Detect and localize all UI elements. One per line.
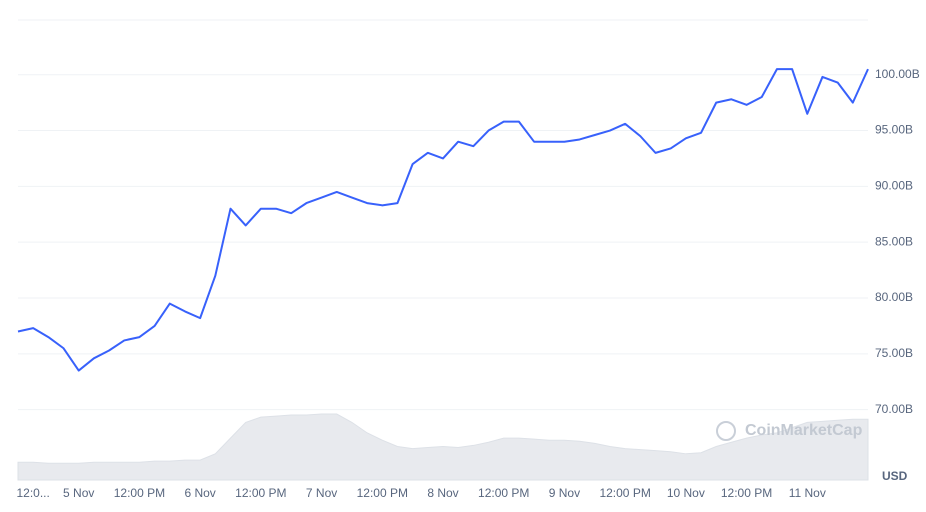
- price-line: [17, 68, 869, 372]
- x-tick-label: 12:0...: [16, 486, 49, 500]
- x-tick-label: 11 Nov: [789, 486, 826, 500]
- y-tick-label: 75.00B: [875, 346, 913, 360]
- y-tick-label: 90.00B: [875, 179, 913, 193]
- x-tick-label: 12:00 PM: [721, 486, 772, 500]
- y-tick-label: 70.00B: [875, 402, 913, 416]
- x-tick-label: 12:00 PM: [599, 486, 650, 500]
- x-tick-label: 9 Nov: [549, 486, 580, 500]
- currency-label: USD: [882, 469, 908, 483]
- x-tick-label: 12:00 PM: [478, 486, 529, 500]
- volume-area: [17, 413, 869, 481]
- x-tick-label: 12:00 PM: [114, 486, 165, 500]
- x-tick-label: 7 Nov: [306, 486, 337, 500]
- x-tick-label: 8 Nov: [427, 486, 458, 500]
- x-tick-label: 5 Nov: [63, 486, 94, 500]
- watermark-text: CoinMarketCap: [745, 422, 863, 439]
- x-tick-label: 10 Nov: [667, 486, 705, 500]
- x-tick-label: 12:00 PM: [357, 486, 408, 500]
- y-tick-label: 95.00B: [875, 123, 913, 137]
- y-tick-label: 80.00B: [875, 290, 913, 304]
- y-tick-label: 100.00B: [875, 67, 920, 81]
- y-tick-label: 85.00B: [875, 234, 913, 248]
- watermark-logo: [716, 421, 736, 441]
- x-tick-label: 12:00 PM: [235, 486, 286, 500]
- x-tick-label: 6 Nov: [184, 486, 215, 500]
- watermark: CoinMarketCap: [716, 421, 863, 441]
